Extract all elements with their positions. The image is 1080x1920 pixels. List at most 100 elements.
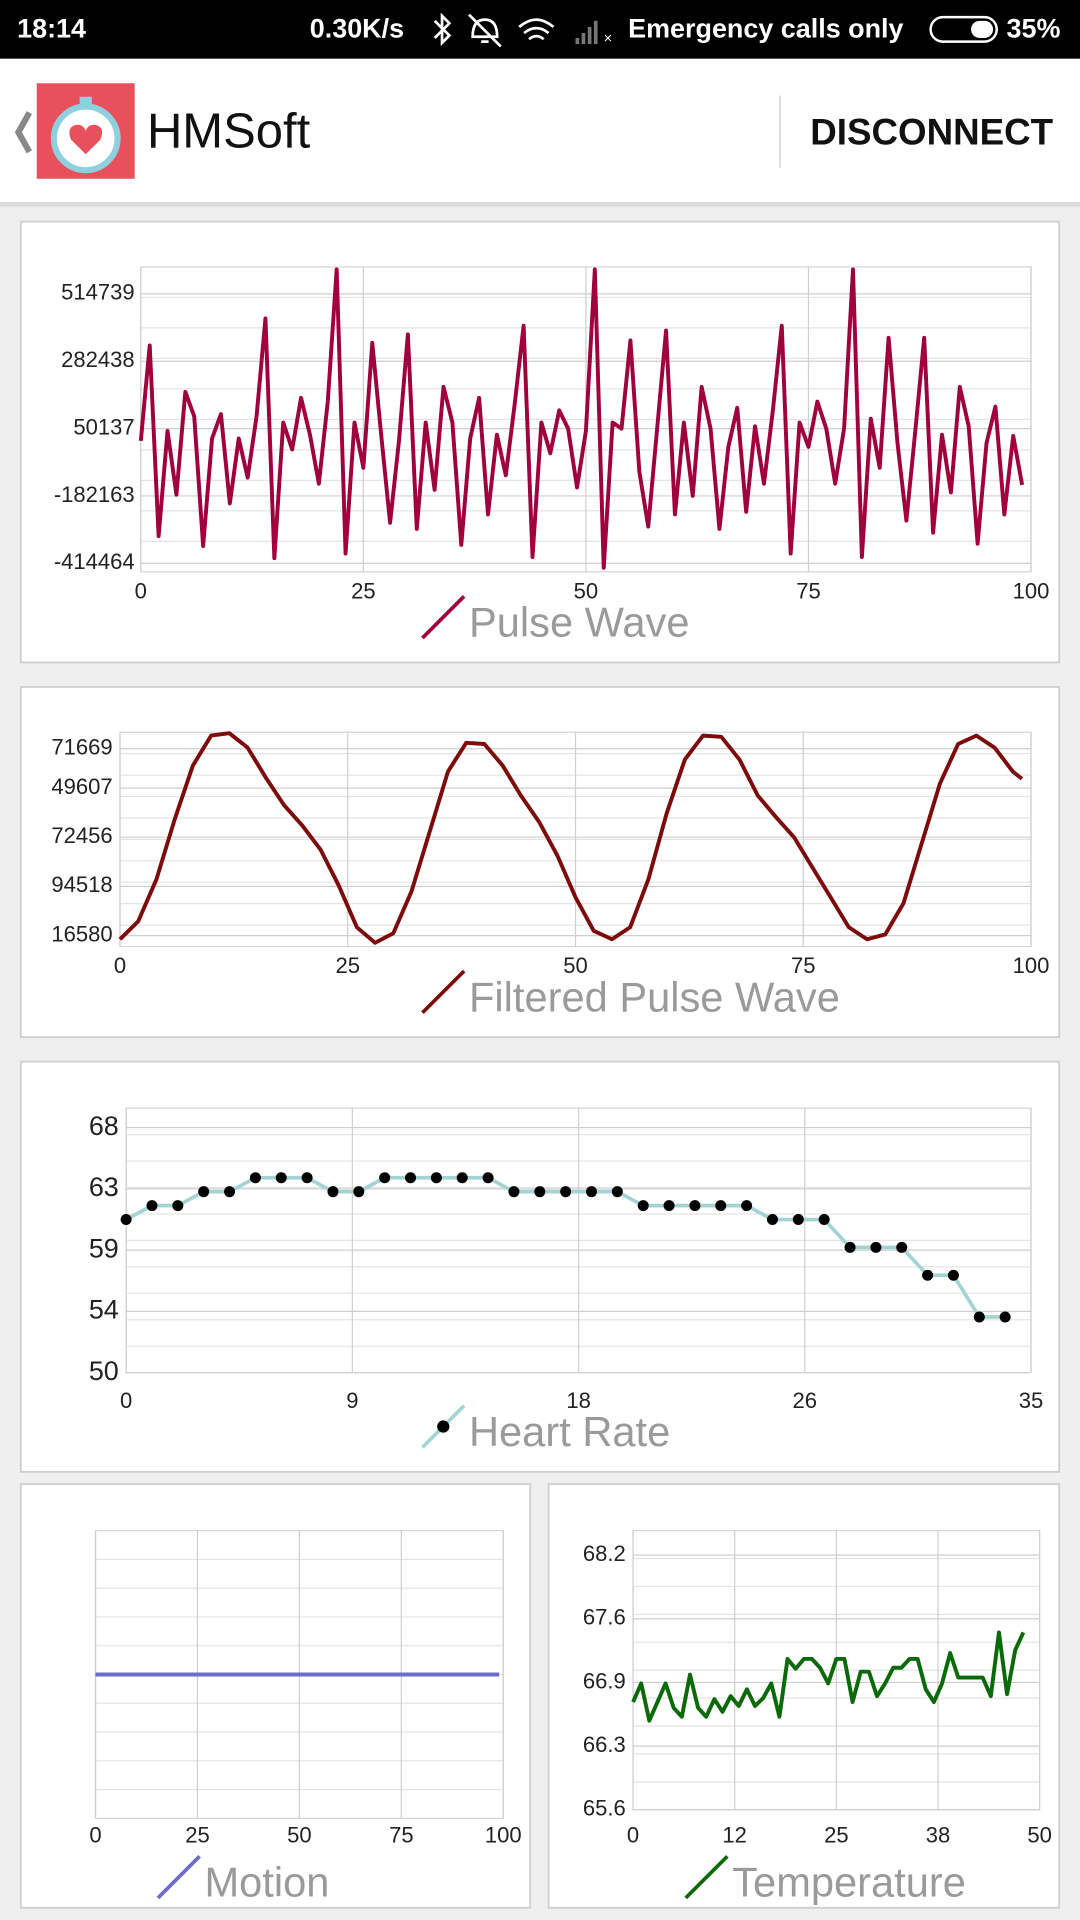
x-tick-label: 50 xyxy=(287,1823,312,1848)
x-tick-label: 25 xyxy=(335,953,360,978)
data-point xyxy=(741,1200,753,1212)
app-title: HMSoft xyxy=(147,105,311,159)
data-point xyxy=(224,1186,236,1198)
series-line xyxy=(138,267,1025,570)
data-point xyxy=(172,1200,184,1212)
y-tick-label: 72456 xyxy=(51,823,112,848)
signal-icon xyxy=(575,20,598,45)
disconnect-button[interactable]: DISCONNECT xyxy=(810,111,1053,152)
data-point xyxy=(379,1172,391,1184)
data-point xyxy=(844,1241,856,1253)
data-point xyxy=(301,1172,313,1184)
y-tick-label: 94518 xyxy=(51,872,112,897)
data-point xyxy=(275,1172,287,1184)
signal-bar xyxy=(581,33,586,45)
data-point xyxy=(999,1311,1011,1323)
x-tick-label: 35 xyxy=(1019,1388,1044,1413)
x-tick-label: 9 xyxy=(346,1388,358,1413)
x-tick-label: 38 xyxy=(926,1823,951,1848)
y-tick-label: 49607 xyxy=(51,774,112,799)
data-point xyxy=(146,1200,158,1212)
chart: 0 25 50 75 100 Motion xyxy=(89,1530,522,1906)
status-network: Emergency calls only xyxy=(628,14,903,44)
legend-swatch xyxy=(421,595,466,640)
y-tick-label: 50 xyxy=(89,1356,119,1386)
y-tick-label: -182163 xyxy=(54,482,135,507)
app-bar-shadow xyxy=(0,202,1080,207)
data-point xyxy=(792,1214,804,1226)
y-tick-label: 16580 xyxy=(51,921,112,946)
data-point xyxy=(637,1200,649,1212)
data-point xyxy=(947,1269,959,1281)
x-tick-label: 25 xyxy=(185,1823,210,1848)
back-button[interactable] xyxy=(14,111,33,154)
legend-marker xyxy=(437,1420,450,1433)
chart: 0 25 50 75 100 71669 49607 72456 94518 16580 Filte… xyxy=(51,731,1050,1020)
data-point xyxy=(430,1172,442,1184)
data-point xyxy=(818,1214,830,1226)
legend-label: Motion xyxy=(204,1859,329,1906)
y-tick-label: 282438 xyxy=(61,347,135,372)
x-tick-label: 0 xyxy=(89,1823,101,1848)
data-point xyxy=(663,1200,675,1212)
battery-outline xyxy=(929,15,998,43)
legend-label: Heart Rate xyxy=(469,1408,670,1455)
data-point xyxy=(249,1172,261,1184)
legend-swatch xyxy=(156,1855,201,1900)
signal-bar xyxy=(575,37,580,45)
signal-x: × xyxy=(604,31,613,47)
chart-card xyxy=(19,686,1061,1039)
x-tick-label: 75 xyxy=(389,1823,414,1848)
chart: 0 25 50 75 100 514739 282438 50137 -182163 -41446… xyxy=(54,266,1050,646)
status-icons xyxy=(433,12,555,48)
x-tick-label: 100 xyxy=(1013,578,1050,603)
data-point xyxy=(456,1172,468,1184)
data-point xyxy=(508,1186,520,1198)
data-point xyxy=(534,1186,546,1198)
x-tick-label: 25 xyxy=(824,1823,849,1848)
y-tick-label: 66.9 xyxy=(583,1668,626,1693)
x-tick-label: 75 xyxy=(791,953,816,978)
x-tick-label: 50 xyxy=(1027,1823,1052,1848)
data-point xyxy=(585,1186,598,1198)
data-point xyxy=(870,1241,882,1253)
legend-label: Pulse Wave xyxy=(469,599,690,646)
x-tick-label: 25 xyxy=(351,578,376,603)
chart-card xyxy=(19,1483,532,1909)
data-point xyxy=(611,1186,623,1198)
y-tick-label: 50137 xyxy=(73,414,134,439)
wifi-icon xyxy=(518,18,555,41)
x-tick-label: 0 xyxy=(114,953,126,978)
x-tick-label: 18 xyxy=(566,1388,591,1413)
y-tick-label: 66.3 xyxy=(583,1732,626,1757)
battery-level xyxy=(971,20,994,38)
y-tick-label: 68 xyxy=(89,1111,119,1141)
y-tick-label: 54 xyxy=(89,1295,119,1325)
mute-icon xyxy=(468,13,502,48)
y-tick-label: 514739 xyxy=(61,280,135,305)
x-tick-label: 0 xyxy=(135,578,147,603)
data-point xyxy=(922,1269,934,1281)
data-point xyxy=(896,1241,908,1253)
y-tick-label: -414464 xyxy=(54,549,135,574)
y-tick-label: 63 xyxy=(89,1172,119,1202)
y-tick-label: 71669 xyxy=(51,735,112,760)
legend-swatch xyxy=(421,969,466,1014)
status-time: 18:14 xyxy=(17,14,86,44)
x-tick-label: 100 xyxy=(1013,953,1050,978)
status-battery: 35% xyxy=(1007,14,1061,44)
x-tick-label: 75 xyxy=(796,578,821,603)
chart: 0 9 18 26 35 68 63 59 54 50 Heart Rate xyxy=(89,1107,1044,1455)
y-tick-label: 65.6 xyxy=(583,1796,626,1821)
series-line xyxy=(631,1630,1026,1723)
series-line xyxy=(118,731,1024,945)
legend-label: Temperature xyxy=(732,1859,966,1906)
data-point xyxy=(560,1186,572,1198)
y-tick-labels: 514739 282438 50137 -182163 -414464 xyxy=(54,280,135,574)
legend-swatch xyxy=(684,1855,729,1900)
chart: 0 12 25 38 50 68.2 67.6 66.9 66.3 65.6 Temperature xyxy=(583,1530,1052,1906)
data-point xyxy=(689,1200,701,1212)
signal-bar xyxy=(593,20,598,45)
